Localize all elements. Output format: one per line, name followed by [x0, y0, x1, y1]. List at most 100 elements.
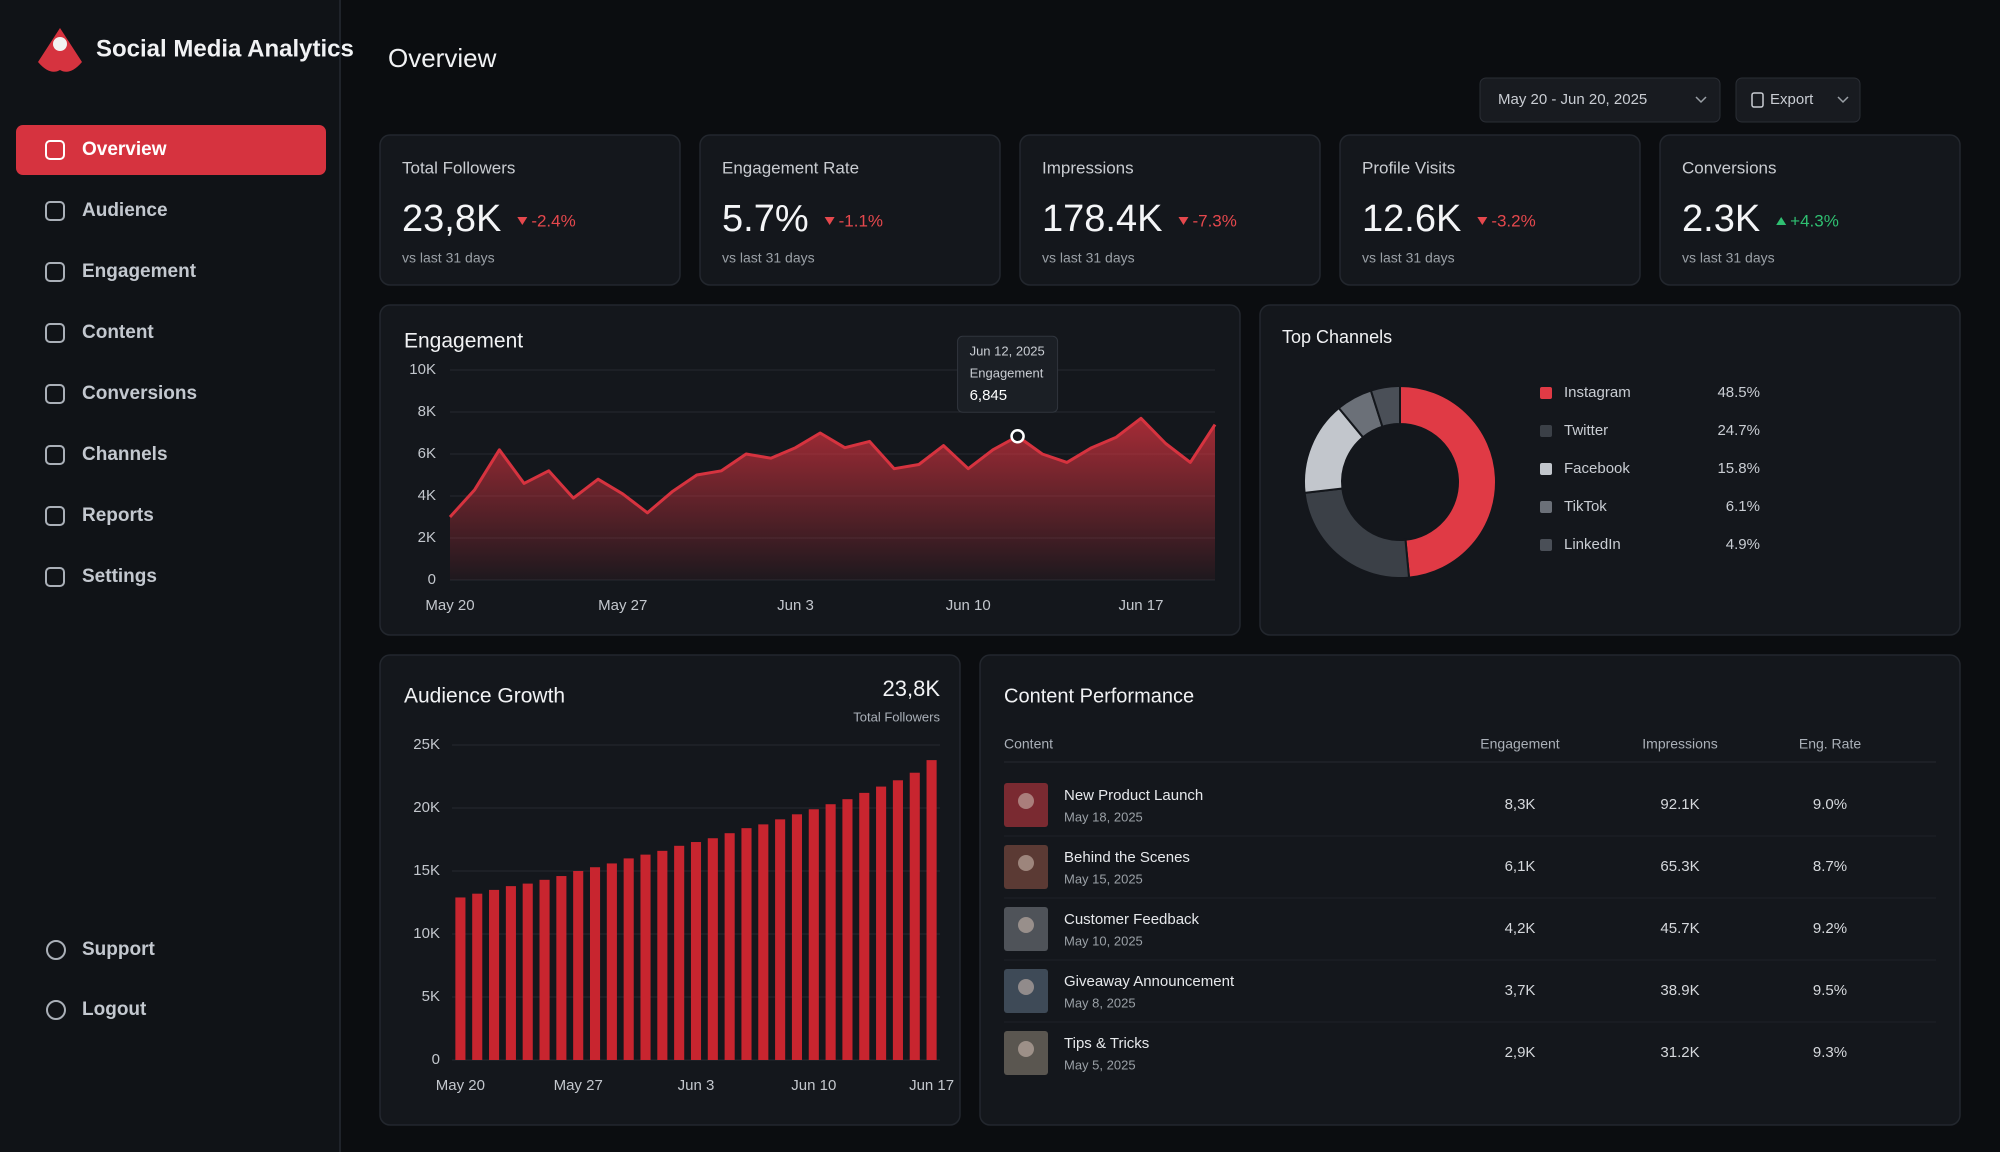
table-cell: 8,3K: [1505, 796, 1536, 813]
content-date: May 5, 2025: [1064, 1057, 1136, 1072]
kpi-value: 178.4K: [1042, 198, 1162, 240]
y-tick-label: 6K: [418, 445, 436, 462]
legend-value: 24.7%: [1717, 422, 1760, 439]
x-tick-label: Jun 3: [777, 597, 814, 614]
line: [448, 416, 1217, 519]
kpi-note: vs last 31 days: [1682, 250, 1775, 266]
content-date: May 10, 2025: [1064, 933, 1143, 948]
nav-item[interactable]: Conversions: [82, 383, 197, 404]
bar: [539, 879, 550, 1060]
y-tick-label: 20K: [413, 799, 440, 816]
date-range-button[interactable]: [1479, 77, 1721, 123]
nav-item[interactable]: Content: [82, 322, 154, 343]
bar: [775, 819, 786, 1060]
y-tick-label: 0: [428, 571, 436, 588]
content-date: May 15, 2025: [1064, 871, 1143, 886]
table-cell: 6,1K: [1505, 858, 1536, 875]
bar: [657, 850, 668, 1060]
nav-item[interactable]: Engagement: [82, 261, 197, 282]
nav-item[interactable]: Audience: [82, 200, 168, 221]
table-cell: 31.2K: [1660, 1044, 1699, 1061]
table-cell: 8.7%: [1813, 858, 1847, 875]
kpi-card: [699, 134, 1001, 286]
x-tick-label: May 27: [554, 1077, 603, 1094]
legend-label: TikTok: [1564, 498, 1607, 515]
legend-swatch: [1540, 463, 1552, 475]
content-date: May 8, 2025: [1064, 995, 1136, 1010]
kpi-label: Total Followers: [402, 158, 515, 177]
bar: [758, 824, 769, 1060]
column-header: Eng. Rate: [1799, 736, 1861, 752]
bar: [589, 867, 601, 1060]
area-fill: [450, 418, 1215, 580]
kpi-label: Profile Visits: [1362, 158, 1455, 177]
kpi-label: Impressions: [1042, 158, 1134, 177]
nav-icon: [45, 323, 65, 343]
table-cell: 92.1K: [1660, 796, 1699, 813]
kpi-trend-arrow: [1178, 217, 1189, 225]
nav-icon: [46, 940, 66, 960]
content-title[interactable]: Customer Feedback: [1064, 911, 1200, 928]
content-title[interactable]: New Product Launch: [1064, 787, 1203, 804]
kpi-change: +4.3%: [1790, 211, 1839, 230]
chevron: [1837, 96, 1849, 104]
nav-item[interactable]: Overview: [82, 139, 167, 160]
x-tick-label: May 20: [436, 1077, 485, 1094]
y-tick-label: 10K: [409, 361, 436, 378]
content-date: May 18, 2025: [1064, 809, 1143, 824]
tooltip: [957, 335, 1059, 413]
legend-label: LinkedIn: [1564, 536, 1621, 553]
nav-icon: [45, 262, 65, 282]
bar: [842, 799, 853, 1060]
bar: [707, 838, 718, 1060]
table-cell: 65.3K: [1660, 858, 1699, 875]
content-title[interactable]: Tips & Tricks: [1064, 1035, 1149, 1052]
export-button[interactable]: [1735, 77, 1861, 123]
content-title[interactable]: Giveaway Announcement: [1064, 973, 1235, 990]
export-icon: [1751, 92, 1764, 108]
x-tick-label: Jun 17: [1118, 597, 1163, 614]
legend-swatch: [1540, 539, 1552, 551]
legend-label: Instagram: [1564, 384, 1631, 401]
nav-item[interactable]: Settings: [82, 566, 157, 587]
nav-item[interactable]: Reports: [82, 505, 154, 526]
y-tick-label: 15K: [413, 862, 440, 879]
donut-slice: [1369, 384, 1401, 428]
bar: [556, 876, 567, 1060]
bar: [909, 772, 920, 1060]
kpi-trend-arrow: [517, 217, 528, 225]
content-title[interactable]: Behind the Scenes: [1064, 849, 1190, 866]
table-cell: 9.3%: [1813, 1044, 1847, 1061]
bar: [472, 893, 483, 1060]
footer-nav-item[interactable]: Support: [82, 939, 155, 960]
tooltip-point[interactable]: [1010, 429, 1025, 444]
nav-item[interactable]: Channels: [82, 444, 168, 465]
bar: [892, 780, 903, 1060]
y-tick-label: 4K: [418, 487, 436, 504]
bar: [876, 786, 887, 1060]
y-tick-label: 5K: [422, 988, 440, 1005]
brand-logo-dot: [53, 37, 67, 51]
bar: [455, 897, 466, 1060]
bar: [674, 845, 685, 1060]
bar: [640, 854, 651, 1060]
date-range: May 20 - Jun 20, 2025: [1498, 91, 1647, 108]
thumbnail-figure: [1018, 1041, 1034, 1057]
legend-swatch: [1540, 501, 1552, 513]
table-title: Content Performance: [1004, 685, 1194, 707]
legend-label: Twitter: [1564, 422, 1608, 439]
chart-card: [379, 654, 961, 1126]
kpi-card: [1659, 134, 1961, 286]
chart-title: Audience Growth: [404, 685, 565, 708]
column-header: Content: [1004, 736, 1053, 752]
nav-active-bg[interactable]: [16, 125, 326, 175]
legend-value: 4.9%: [1726, 536, 1760, 553]
bar: [623, 858, 634, 1060]
chart-headline: 23,8K: [883, 676, 941, 701]
y-tick-label: 25K: [413, 736, 440, 753]
kpi-label: Conversions: [1682, 158, 1777, 177]
bar: [505, 886, 516, 1060]
footer-nav-item[interactable]: Logout: [82, 999, 147, 1020]
